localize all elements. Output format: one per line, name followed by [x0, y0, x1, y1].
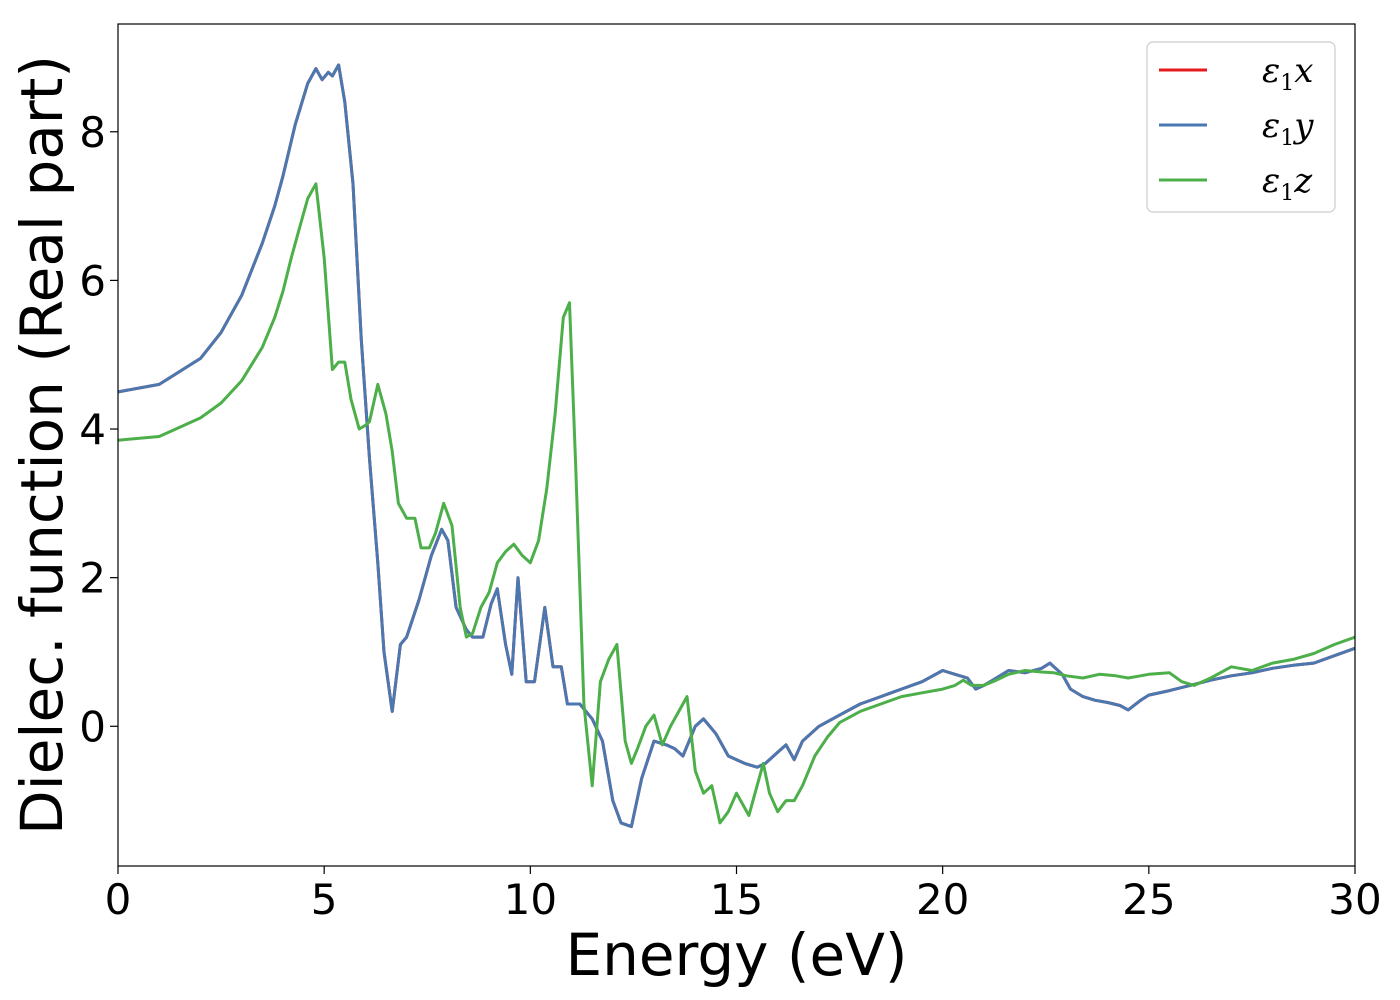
x-tick-label: 5 [311, 875, 338, 924]
legend-label: ε1x [1262, 51, 1313, 96]
legend-item-z: ε1z [1159, 161, 1313, 206]
y-axis-ticks: 0 2 4 6 8 [79, 108, 118, 751]
x-tick-label: 20 [916, 875, 969, 924]
y-axis-label: Dielec. function (Real part) [8, 55, 76, 835]
x-tick-label: 25 [1122, 875, 1175, 924]
legend-box [1146, 41, 1336, 213]
y-tick-label: 2 [79, 554, 106, 603]
x-axis-ticks: 0 5 10 15 20 25 30 [105, 866, 1382, 924]
series-line-y [118, 63, 1355, 829]
y-tick-label: 0 [79, 702, 106, 751]
x-tick-label: 30 [1328, 875, 1381, 924]
series-line-z [118, 182, 1355, 825]
x-tick-label: 10 [504, 875, 557, 924]
x-tick-label: 0 [105, 875, 132, 924]
y-tick-label: 4 [79, 405, 106, 454]
x-tick-label: 15 [710, 875, 763, 924]
x-axis-label: Energy (eV) [565, 921, 907, 989]
legend-label: ε1y [1262, 106, 1314, 151]
legend-label: ε1z [1262, 161, 1313, 206]
series-lines [118, 63, 1355, 829]
y-tick-label: 6 [79, 256, 106, 305]
legend: ε1x ε1y ε1z [1146, 41, 1336, 213]
legend-item-y: ε1y [1159, 106, 1314, 151]
y-tick-label: 8 [79, 108, 106, 157]
legend-item-x: ε1x [1159, 51, 1313, 96]
